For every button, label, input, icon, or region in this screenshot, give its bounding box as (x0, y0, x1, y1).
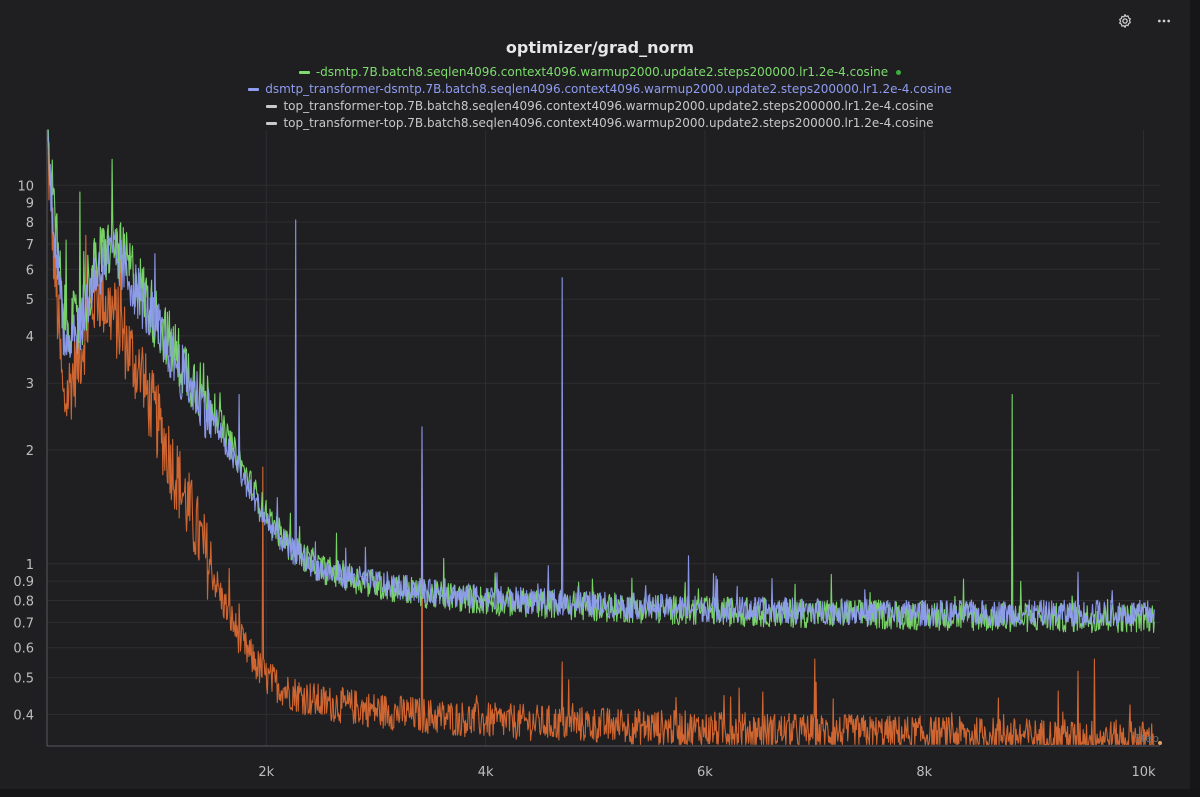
y-tick-label: 0.4 (13, 708, 34, 723)
legend-label-gray-2: top_transformer-top.7B.batch8.seqlen4096… (283, 116, 934, 130)
x-tick-label: 6k (697, 765, 713, 780)
x-tick-label: 2k (258, 765, 274, 780)
y-tick-label: 0.8 (13, 594, 34, 609)
x-tick-label: 10k (1132, 765, 1157, 780)
legend-item-green[interactable]: -dsmtp.7B.batch8.seqlen4096.context4096.… (298, 64, 902, 80)
more-dots-icon (1158, 19, 1170, 23)
panel-bottom-bar (0, 789, 1200, 797)
x-tick-label: 8k (916, 765, 932, 780)
y-tick-label: 6 (26, 263, 34, 278)
y-tick-label: 2 (26, 444, 34, 459)
chart-title: optimizer/grad_norm (505, 38, 695, 57)
series-end-marker (1158, 741, 1162, 745)
legend-swatch-gray-1 (266, 104, 278, 108)
y-tick-label: 5 (26, 293, 34, 308)
y-tick-label: 9 (26, 197, 34, 212)
panel-edge (1190, 0, 1200, 797)
gear-icon (1119, 14, 1131, 28)
series-line[interactable] (46, 129, 1155, 627)
y-tick-label: 0.6 (13, 642, 34, 657)
legend-item-gray-2[interactable]: top_transformer-top.7B.batch8.seqlen4096… (266, 115, 934, 131)
y-tick-label: 0.9 (13, 575, 34, 590)
y-tick-label: 0.7 (13, 616, 34, 631)
x-tick-label: 4k (478, 765, 494, 780)
y-tick-label: 10 (17, 179, 34, 194)
legend-label-blue: dsmtp_transformer-dsmtp.7B.batch8.seqlen… (265, 82, 952, 96)
legend-label-gray-1: top_transformer-top.7B.batch8.seqlen4096… (283, 99, 934, 113)
y-tick-label: 4 (26, 330, 34, 345)
legend-active-marker (896, 69, 902, 75)
y-tick-label: 1 (26, 558, 34, 573)
legend-swatch-blue (248, 87, 260, 91)
y-tick-label: 0.5 (13, 672, 34, 687)
legend-label-green: -dsmtp.7B.batch8.seqlen4096.context4096.… (315, 65, 889, 79)
y-tick-label: 3 (26, 377, 34, 392)
y-tick-label: 8 (26, 216, 34, 231)
x-axis-corner-label: Step (1134, 732, 1159, 745)
series-line[interactable] (47, 129, 1155, 745)
legend-swatch-green (298, 70, 310, 74)
settings-button[interactable] (1114, 10, 1136, 32)
legend-item-gray-1[interactable]: top_transformer-top.7B.batch8.seqlen4096… (266, 98, 934, 114)
series-line[interactable] (46, 129, 1155, 634)
more-options-button[interactable] (1153, 10, 1175, 32)
chart-legend: -dsmtp.7B.batch8.seqlen4096.context4096.… (0, 64, 1200, 131)
legend-item-blue[interactable]: dsmtp_transformer-dsmtp.7B.batch8.seqlen… (248, 81, 952, 97)
y-tick-label: 7 (26, 238, 34, 253)
legend-swatch-gray-2 (266, 121, 278, 125)
